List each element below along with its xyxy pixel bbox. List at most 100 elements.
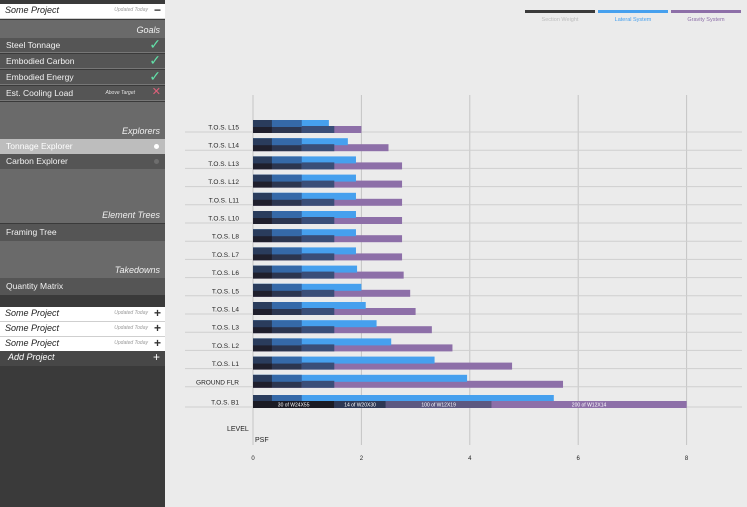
tonnage-chart: 30 of W24X55 14 of W20X30 100 of W12X19 200… [185, 95, 742, 462]
bar-gravity-system[interactable] [253, 344, 453, 352]
framing-tree[interactable]: Framing Tree [0, 224, 165, 241]
goal-embodied-energy[interactable]: Embodied Energy ✓ [0, 69, 165, 85]
legend-item-section-weight[interactable]: Section Weight [525, 10, 595, 30]
bar-section-weight [301, 344, 335, 352]
project-row[interactable]: Some Project Updated Today + [0, 321, 165, 337]
bar-section-weight [271, 265, 302, 273]
bar-section-weight [271, 180, 302, 188]
bar-lateral-system[interactable] [253, 247, 356, 255]
bar-lateral-system[interactable] [253, 283, 362, 291]
expand-project-button[interactable]: + [153, 336, 161, 350]
b1-segment[interactable] [491, 401, 687, 408]
cross-icon: ✕ [151, 86, 161, 98]
b1-segment-label: 30 of W24X55 [278, 403, 310, 409]
bar-section-weight [301, 235, 335, 243]
explorers-header: Explorers [0, 102, 165, 139]
b1-segment-label: 200 of W12X14 [572, 403, 607, 409]
y-tick-label: GROUND FLR [196, 379, 239, 386]
bar-section-weight [253, 362, 272, 370]
bar-section-weight [301, 326, 335, 334]
b1-segment[interactable] [385, 401, 492, 408]
bar-section-weight [271, 192, 302, 200]
y-tick-label: T.O.S. B1 [211, 400, 239, 407]
bar-section-weight [271, 120, 302, 127]
legend-swatch [525, 10, 595, 13]
bar-section-weight [271, 217, 302, 224]
y-tick-label: T.O.S. L2 [212, 343, 239, 350]
bar-lateral-system[interactable] [253, 320, 377, 328]
bar-lateral-system[interactable] [253, 192, 356, 200]
collapse-project-button[interactable]: − [153, 3, 161, 17]
goal-steel-tonnage[interactable]: Steel Tonnage ✓ [0, 37, 165, 53]
x-tick-label: 2 [360, 456, 364, 462]
bar-section-weight [301, 162, 335, 170]
bar-section-weight [271, 198, 302, 206]
explorer-carbon[interactable]: Carbon Explorer [0, 154, 165, 169]
goal-cooling-load[interactable]: Est. Cooling Load Above Target ✕ [0, 86, 165, 101]
legend-item-lateral-system[interactable]: Lateral System [598, 10, 668, 30]
legend-item-gravity-system[interactable]: Gravity System [671, 10, 741, 30]
bar-section-weight [271, 247, 302, 255]
bar-section-weight [253, 326, 272, 334]
bar-lateral-system[interactable] [253, 156, 356, 164]
bar-section-weight [271, 229, 302, 237]
bar-section-weight [271, 283, 302, 291]
bar-gravity-system[interactable] [253, 362, 513, 370]
expand-project-button[interactable]: + [153, 321, 161, 335]
y-tick-label: T.O.S. L11 [209, 197, 240, 204]
goal-embodied-carbon[interactable]: Embodied Carbon ✓ [0, 53, 165, 69]
project-row-active[interactable]: Some Project Updated Today − [0, 3, 165, 19]
bar-lateral-system[interactable] [253, 374, 468, 382]
bar-section-weight [301, 253, 335, 261]
y-tick-label: T.O.S. L15 [208, 125, 239, 132]
bar-section-weight [253, 162, 272, 170]
bar-gravity-system[interactable] [253, 380, 564, 388]
project-name: Some Project [5, 5, 60, 15]
bar-lateral-system[interactable] [253, 211, 356, 218]
element-trees-header: Element Trees [0, 169, 165, 223]
y-tick-label: T.O.S. L10 [208, 216, 239, 223]
bar-lateral-system[interactable] [253, 174, 356, 182]
goal-substatus: Above Target [105, 90, 135, 96]
x-tick-label: 4 [468, 456, 472, 462]
bar-section-weight [253, 235, 272, 243]
bar-section-weight [271, 344, 302, 352]
bar-section-weight [301, 362, 335, 370]
add-project-row[interactable]: Add Project + [0, 350, 165, 366]
bar-lateral-system[interactable] [253, 395, 554, 402]
y-tick-label: T.O.S. L8 [212, 234, 239, 241]
y-tick-label: T.O.S. L7 [212, 252, 239, 259]
bar-section-weight [271, 156, 302, 164]
bar-section-weight [271, 174, 302, 182]
y-tick-label: T.O.S. L3 [212, 325, 239, 332]
bar-gravity-system[interactable] [253, 326, 432, 334]
sidebar: Some Project Updated Today − Goals Steel… [0, 0, 165, 507]
b1-segment[interactable] [253, 401, 335, 408]
bar-section-weight [271, 302, 302, 309]
bar-lateral-system[interactable] [253, 338, 392, 346]
legend-label: Gravity System [687, 17, 725, 23]
bar-lateral-system[interactable] [253, 302, 366, 309]
legend-label: Lateral System [614, 17, 652, 23]
bar-section-weight [253, 126, 272, 133]
bar-lateral-system[interactable] [253, 265, 358, 273]
b1-segment[interactable] [334, 401, 386, 408]
expand-project-button[interactable]: + [153, 306, 161, 320]
bar-section-weight [301, 380, 335, 388]
bar-section-weight [253, 338, 272, 346]
bar-section-weight [271, 235, 302, 243]
add-project-button[interactable]: + [152, 350, 160, 364]
legend-swatch [598, 10, 668, 13]
y-tick-label: T.O.S. L5 [212, 288, 239, 295]
selected-dot-icon [154, 144, 159, 149]
bar-section-weight [253, 302, 272, 309]
bar-lateral-system[interactable] [253, 229, 356, 237]
y-tick-label: T.O.S. L12 [208, 179, 239, 186]
project-row[interactable]: Some Project Updated Today + [0, 336, 165, 352]
bar-section-weight [253, 283, 272, 291]
bar-lateral-system[interactable] [253, 356, 435, 364]
project-row[interactable]: Some Project Updated Today + [0, 306, 165, 322]
quantity-matrix[interactable]: Quantity Matrix [0, 278, 165, 295]
project-updated: Updated Today [114, 7, 148, 13]
explorer-tonnage[interactable]: Tonnage Explorer [0, 139, 165, 154]
